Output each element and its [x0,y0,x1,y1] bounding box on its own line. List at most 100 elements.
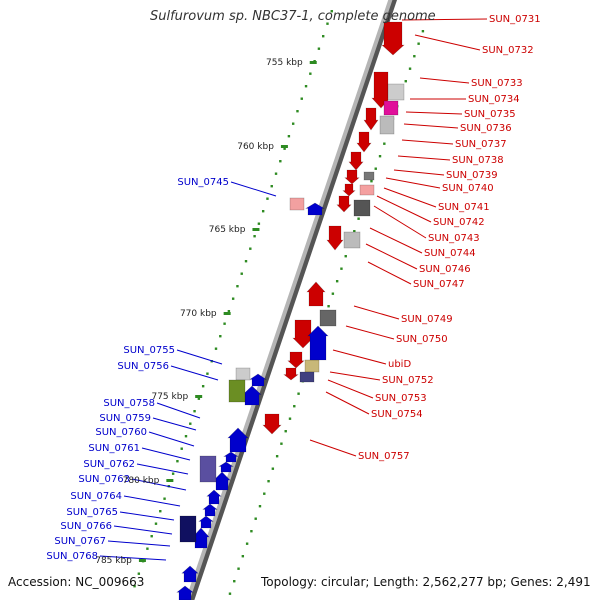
feature-box-gray [387,83,405,101]
label-leaders [99,18,488,561]
scale-tick-mark [166,479,174,482]
label-leader-line [383,187,437,208]
outer-scale-dot [197,397,201,400]
outer-scale-dot [330,10,333,13]
outer-scale-dot [231,297,235,300]
outer-scale-dot [261,210,265,213]
inner-scale-dot [374,167,377,170]
forward-gene-label: SUN_0745 [177,177,229,188]
outer-scale-dot [253,235,256,238]
outer-scale-dot [137,572,141,575]
feature-box-dark [363,171,375,181]
inner-scale-dot [284,430,287,433]
outer-scale-dot [227,310,231,313]
feature-box-gray [379,115,395,135]
inner-scale-dot [250,530,253,533]
outer-scale-dot [291,122,295,125]
forward-gene-label: SUN_0767 [54,536,106,547]
label-leader-line [345,325,395,340]
reverse-gene-arrow [336,195,352,213]
reverse-gene-arrow [292,319,314,349]
outer-scale-dot [163,497,166,500]
inner-scale-dot [383,142,386,145]
outer-scale-dot [270,185,273,188]
reverse-gene-label: SUN_0733 [471,78,523,89]
label-leader-line [325,391,370,415]
reverse-gene-label: SUN_0742 [433,217,485,228]
forward-gene-label: SUN_0755 [123,345,175,356]
outer-scale-dot [159,510,162,513]
reverse-gene-label: SUN_0734 [468,94,520,105]
outer-scale-dot [214,347,218,350]
backbone-line [185,0,393,600]
forward-gene-arrow [202,503,218,517]
label-leader-line [136,463,189,475]
reverse-gene-label: SUN_0749 [401,314,453,325]
forward-gene-arrow [176,585,194,600]
reverse-gene-arrow [381,21,405,56]
inner-scale-dot [288,417,292,420]
forward-gene-arrow [227,427,249,453]
outer-scale-dot [236,285,239,288]
reverse-gene-label: SUN_0752 [382,375,434,386]
outer-scale-dot [189,422,192,425]
outer-scale-dot [176,460,179,463]
feature-box-purple [199,455,217,483]
genome-backbone [185,0,398,600]
feature-box-olive [228,379,246,403]
forward-gene-label: SUN_0768 [46,551,98,562]
genome-title: Sulfurovum sp. NBC37-1, complete genome [150,9,436,24]
label-leader-line [113,525,173,535]
outer-scale-dot [184,435,188,438]
inner-scale-dot [241,555,245,558]
inner-scale-dot [408,67,412,70]
scale-tick-mark [252,228,260,231]
forward-gene-label: SUN_0764 [70,491,122,502]
outer-scale-dot [193,410,196,413]
reverse-gene-arrow [326,225,344,251]
reverse-gene-label: SUN_0736 [460,123,512,134]
reverse-gene-arrow [342,183,356,197]
forward-gene-arrow [307,325,329,361]
feature-box-navy [179,515,197,543]
feature-box-khaki [304,359,320,373]
forward-gene-arrow [206,489,222,505]
inner-scale-dot [245,542,249,545]
label-leader-line [405,111,463,115]
reverse-gene-label: SUN_0732 [482,45,534,56]
reverse-gene-label: SUN_0743 [428,233,480,244]
label-leader-line [373,205,427,239]
outer-scale-dot [171,472,175,475]
label-leader-line [329,371,381,381]
reverse-gene-label: SUN_0735 [464,109,516,120]
forward-gene-label: SUN_0762 [83,459,135,470]
outer-scale-dot [133,585,136,588]
reverse-gene-arrow [287,351,305,369]
outer-scale-dot [266,197,269,200]
inner-scale-dot [417,42,420,45]
outer-scale-dot [279,160,282,163]
scale-tick-label: 760 kbp [237,142,274,152]
scale-tick-label: 780 kbp [123,476,160,486]
feature-box-gray [235,367,251,381]
forward-gene-arrow [249,373,267,387]
inner-scale-dot [421,30,425,33]
reverse-gene-label: SUN_0746 [419,264,471,275]
scale-tick-mark [309,61,317,64]
outer-scale-dot [146,547,149,550]
forward-gene-label: SUN_0759 [99,413,151,424]
feature-box-dark [353,199,371,217]
forward-gene-arrow [181,565,199,583]
outer-scale-dot [300,97,303,100]
outer-scale-dot [206,372,209,375]
forward-gene-arrow [304,202,326,216]
inner-scale-dot [280,442,283,445]
scale-tick-label: 785 kbp [95,556,132,566]
label-leader-line [397,155,451,161]
feature-box-navy [299,371,315,383]
label-leader-line [123,495,181,507]
gene-labels: SUN_0731 SUN_0732 SUN_0733 SUN_0734 SUN_0735… [46,14,540,562]
inner-scale-dot [404,80,407,83]
forward-gene-label: SUN_0760 [95,427,147,438]
label-leader-line [401,139,454,145]
